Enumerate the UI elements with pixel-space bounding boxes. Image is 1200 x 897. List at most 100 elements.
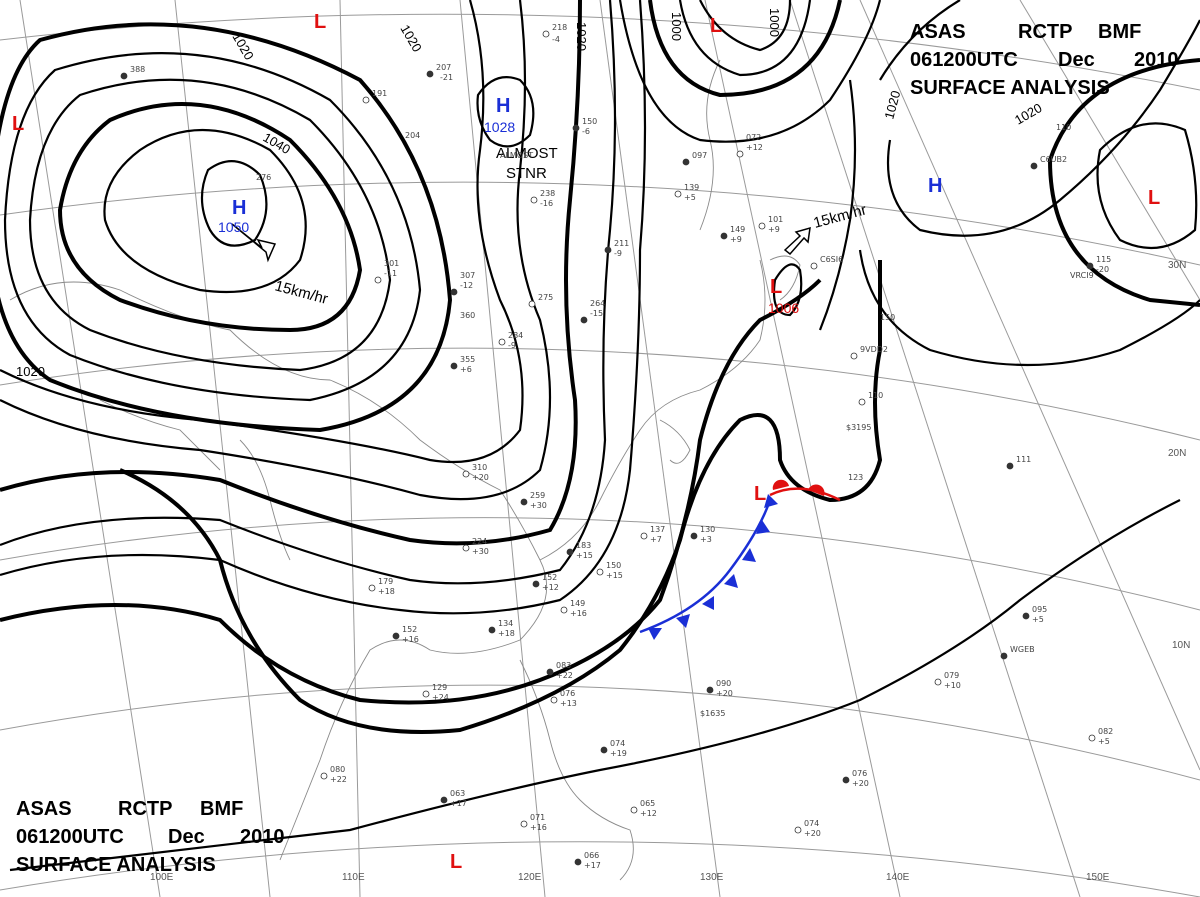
station-obs-value: 066 [584,851,599,860]
station-marker-icon [604,246,612,254]
station-marker-icon [1006,462,1014,470]
title-line: SURFACE ANALYSIS [910,77,1110,99]
station-obs-value: 076 [852,769,867,778]
station-obs-value: +20 [716,689,733,698]
low-center-japan: L [770,276,782,298]
station-marker-icon [640,532,648,540]
station-obs-value: 129 [432,683,447,692]
station-obs-value: 074 [610,739,625,748]
motion-arrows [231,223,811,263]
station-obs-value: 115 [1096,255,1111,264]
station-obs-value: 083 [556,661,571,670]
station-marker-icon [758,222,766,230]
station-obs-value: $1635 [700,709,725,718]
station-marker-icon [850,352,858,360]
station-marker-icon [572,124,580,132]
station-obs-value: +6 [460,365,472,374]
high-center-main-value: 1050 [218,219,249,235]
high-center-central: H [496,95,510,117]
title-word: RCTP [1018,21,1072,43]
title-word: 061200UTC [910,49,1018,71]
station-marker-icon [374,276,382,284]
station-marker-icon [532,580,540,588]
warm-front [769,479,841,502]
station-obs-value: -12 [460,281,473,290]
station-obs-value: 150 [880,313,895,322]
high-center-main: H [232,197,246,219]
station-marker-icon [320,772,328,780]
station-obs-value: -4 [552,35,560,44]
station-marker-icon [520,820,528,828]
station-obs-value: 9VDD2 [860,345,888,354]
station-obs-value: +24 [432,693,449,702]
station-obs-value: $3195 [846,423,871,432]
station-obs-value: -9 [508,341,516,350]
station-obs-value: 149 [570,599,585,608]
station-obs-value: +16 [402,635,419,644]
station-obs-value: -6 [582,127,590,136]
lon-label: 110E [342,872,365,883]
station-obs-value: 310 [472,463,487,472]
station-obs-value: 101 [768,215,783,224]
station-marker-icon [580,316,588,324]
station-obs-value: 355 [460,355,475,364]
station-marker-icon [362,96,370,104]
station-marker-icon [736,150,744,158]
station-marker-icon [720,232,728,240]
station-obs-value: 063 [450,789,465,798]
station-marker-icon [546,668,554,676]
station-obs-value: +18 [378,587,395,596]
station-obs-value: 150 [582,117,597,126]
station-marker-icon [858,398,866,406]
station-obs-value: 065 [640,799,655,808]
station-marker-icon [450,362,458,370]
station-obs-value: 079 [944,671,959,680]
station-obs-value: 259 [530,491,545,500]
station-marker-icon [440,796,448,804]
isobar-label: 1000 [767,8,782,37]
station-obs-value: 072 [746,133,761,142]
low-center: L [710,15,722,37]
station-obs-value: 111 [1016,455,1031,464]
isobar-label: 1020 [16,364,45,379]
station-obs-value: +20 [472,473,489,482]
low-center-front: L [754,483,766,505]
station-obs-value: +5 [1098,737,1110,746]
lon-label: 150E [1086,872,1110,883]
title-line: SURFACE ANALYSIS [16,854,216,876]
station-obs-value: -11 [384,269,397,278]
station-obs-value: 110 [1056,123,1071,132]
station-marker-icon [1030,162,1038,170]
station-obs-value: +9 [768,225,780,234]
station-obs-value: 224 [472,537,487,546]
station-marker-icon [682,158,690,166]
low-center: L [12,113,24,135]
station-marker-icon [600,746,608,754]
station-obs-value: 211 [614,239,629,248]
station-marker-icon [934,678,942,686]
isobars [0,0,1200,872]
station-marker-icon [1086,262,1094,270]
isobar-label: 1020 [229,30,256,63]
station-obs-value: -9 [614,249,622,258]
station-obs-value: 134 [498,619,513,628]
station-obs-value: +12 [746,143,763,152]
station-obs-value: 301 [384,259,399,268]
station-marker-icon [550,696,558,704]
station-obs-value: 284 [508,331,523,340]
lat-label: 30N [1168,260,1186,271]
station-marker-icon [392,632,400,640]
station-obs-value: C6UB2 [1040,155,1067,164]
station-obs-value: 275 [538,293,553,302]
station-marker-icon [1000,652,1008,660]
station-obs-value: -21 [440,73,453,82]
station-obs-value: 218 [552,23,567,32]
station-obs-value: 183 [576,541,591,550]
station-obs-value: 139 [684,183,699,192]
station-marker-icon [566,548,574,556]
station-obs-value: 388 [130,65,145,74]
station-observations: 388276191204207-21218-4150-6238-16211-92… [120,23,1113,870]
station-marker-icon [794,826,802,834]
station-marker-icon [462,470,470,478]
station-obs-value: 137 [650,525,665,534]
